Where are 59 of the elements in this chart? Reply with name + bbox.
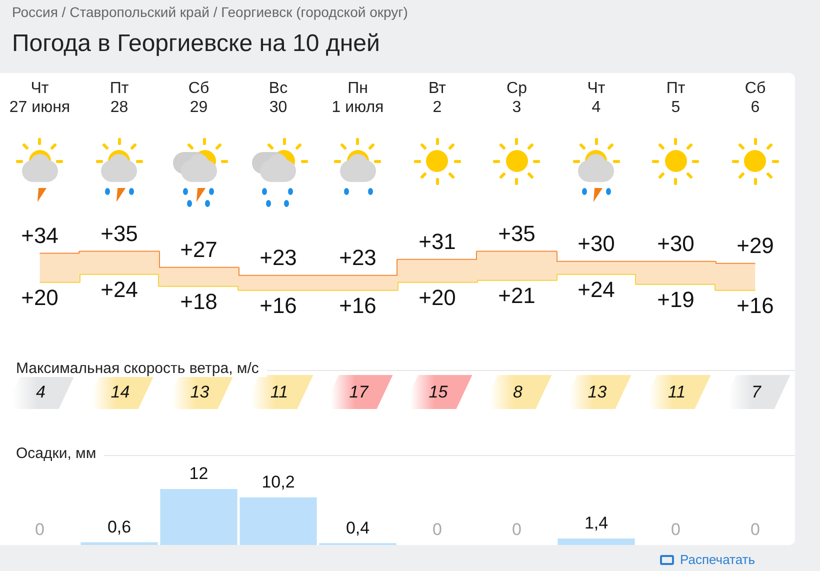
- data-label: 17: [349, 382, 369, 402]
- data-label: 0: [750, 520, 760, 540]
- data-label: +30: [657, 230, 694, 256]
- data-label: 0: [512, 520, 522, 540]
- bar: [558, 538, 635, 545]
- data-label: 12: [189, 464, 208, 484]
- data-label: +35: [100, 220, 138, 246]
- data-label: +18: [180, 288, 218, 314]
- data-label: 0,6: [107, 517, 132, 536]
- x-tick-label: Сб 6: [744, 80, 766, 116]
- data-label: +27: [180, 236, 218, 262]
- data-label: 14: [110, 382, 130, 402]
- bar: [80, 542, 158, 545]
- data-label: +23: [260, 244, 297, 270]
- data-label: +20: [21, 284, 58, 310]
- bar: [240, 497, 317, 545]
- data-label: +23: [339, 244, 376, 270]
- data-label: 11: [270, 382, 288, 402]
- data-label: 1,4: [584, 514, 608, 533]
- x-tick-label: Чт 4: [587, 80, 606, 116]
- data-label: +30: [578, 230, 615, 256]
- data-label: +20: [418, 284, 456, 310]
- data-label: 8: [513, 382, 524, 402]
- data-label: 13: [190, 382, 210, 402]
- data-label: 13: [588, 382, 608, 402]
- data-label: 4: [36, 382, 46, 402]
- x-tick-label: Пт 28: [110, 80, 130, 116]
- data-label: 15: [428, 382, 448, 402]
- data-label: +16: [260, 292, 297, 318]
- x-tick-label: Пн 1 июля: [332, 80, 384, 116]
- data-label: 0: [671, 520, 680, 540]
- data-label: +34: [21, 222, 58, 248]
- data-label: +19: [657, 286, 694, 312]
- data-label: +35: [498, 220, 536, 246]
- data-label: +24: [578, 276, 615, 302]
- x-tick-label: Ср 3: [506, 80, 528, 116]
- text: Россия / Ставропольский край / Георгиевск (городской округ): [12, 4, 408, 20]
- data-label: 11: [668, 382, 686, 402]
- data-label: +21: [498, 282, 536, 308]
- data-label: 0,4: [346, 518, 370, 538]
- chart-title: Погода в Георгиевске на 10 дней: [12, 30, 380, 58]
- data-label: +31: [418, 228, 456, 254]
- data-label: 0: [35, 520, 44, 540]
- x-tick-label: Сб 29: [188, 80, 210, 116]
- data-label: +16: [339, 292, 376, 318]
- text: Максимальная скорость ветра, м/с: [16, 360, 267, 377]
- x-tick-label: Вт 2: [428, 80, 447, 116]
- x-tick-label: Пт 5: [666, 80, 686, 116]
- chart-title: Осадки, мм: [16, 445, 104, 462]
- data-label: +16: [736, 292, 774, 318]
- data-label: 10,2: [262, 472, 295, 492]
- bar: [160, 489, 238, 545]
- data-label: 7: [752, 382, 762, 402]
- data-label: +29: [736, 232, 774, 258]
- data-label: +24: [100, 276, 138, 302]
- data-label: 0: [432, 520, 442, 540]
- x-tick-label: Вс 30: [268, 80, 288, 116]
- text: Распечатать: [680, 552, 756, 567]
- x-tick-label: Чт 27 июня: [9, 80, 70, 116]
